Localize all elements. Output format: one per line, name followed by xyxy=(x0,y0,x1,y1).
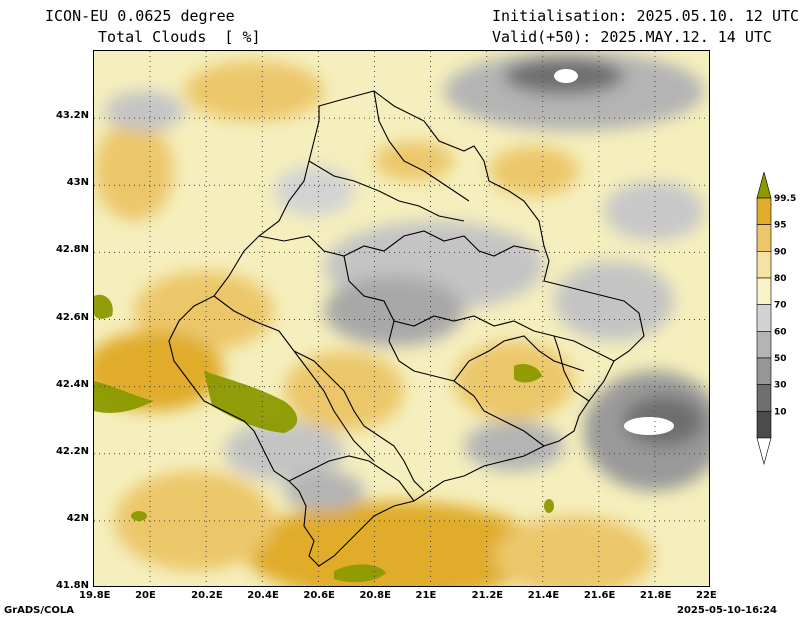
lat-label: 42N xyxy=(66,512,89,524)
cloud-field xyxy=(94,51,709,586)
lon-label: 20.4E xyxy=(247,590,279,601)
legend-level-label: 70 xyxy=(774,301,787,311)
legend-swatch-bottom xyxy=(756,437,772,466)
legend-swatch-top xyxy=(756,172,772,199)
lat-label: 43.2N xyxy=(55,110,89,122)
legend-level-label: 50 xyxy=(774,354,787,364)
footer-software: GrADS/COLA xyxy=(4,605,74,616)
lon-label: 20E xyxy=(135,590,156,601)
legend-swatch xyxy=(756,357,772,385)
valid-time: Valid(+50): 2025.MAY.12. 14 UTC xyxy=(492,28,772,46)
legend-level-label: 90 xyxy=(774,247,787,257)
legend-swatch xyxy=(756,384,772,412)
cloud-map xyxy=(93,50,710,587)
legend-swatch xyxy=(756,277,772,305)
lon-label: 19.8E xyxy=(79,590,111,601)
lon-label: 20.2E xyxy=(191,590,223,601)
color-legend: 99.5 95 90 80 70 60 50 30 10 xyxy=(756,172,796,466)
legend-level-label: 95 xyxy=(774,221,787,231)
legend-swatch xyxy=(756,411,772,439)
legend-level-label: 60 xyxy=(774,327,787,337)
lon-label: 21.2E xyxy=(471,590,504,601)
legend-level-label: 30 xyxy=(774,381,787,391)
legend-level-label: 10 xyxy=(774,407,787,417)
lon-label: 21.6E xyxy=(583,590,616,601)
init-time: Initialisation: 2025.05.10. 12 UTC xyxy=(492,7,800,25)
lat-label: 42.4N xyxy=(55,378,89,390)
legend-swatch xyxy=(756,224,772,252)
lon-label: 20.6E xyxy=(303,590,335,601)
lat-label: 42.6N xyxy=(55,311,89,323)
lon-label: 21E xyxy=(415,590,437,601)
legend-swatch xyxy=(756,304,772,332)
lat-label: 42.2N xyxy=(55,445,89,457)
lon-label: 20.8E xyxy=(359,590,391,601)
legend-swatch xyxy=(756,197,772,225)
model-title: ICON-EU 0.0625 degree xyxy=(45,7,235,25)
lon-label: 21.4E xyxy=(527,590,560,601)
legend-swatch xyxy=(756,331,772,359)
legend-level-label: 99.5 xyxy=(774,194,796,204)
lon-label: 21.8E xyxy=(639,590,672,601)
lat-label: 41.8N xyxy=(55,580,89,591)
footer-timestamp: 2025-05-10-16:24 xyxy=(677,605,777,616)
variable-title: Total Clouds [ %] xyxy=(98,28,261,46)
legend-level-label: 80 xyxy=(774,274,787,284)
legend-swatch xyxy=(756,251,772,279)
lat-label: 42.8N xyxy=(55,244,89,256)
lon-label: 22E xyxy=(696,590,717,601)
lat-label: 43N xyxy=(66,177,89,189)
